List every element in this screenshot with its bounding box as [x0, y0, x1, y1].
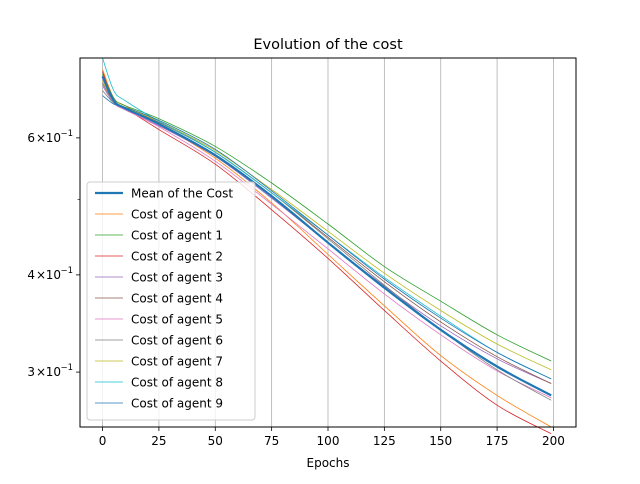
legend-label: Cost of agent 7	[131, 355, 223, 369]
y-tick-base: 10	[46, 365, 61, 379]
legend-label: Cost of agent 0	[131, 208, 223, 222]
y-tick-mantissa: 6	[27, 131, 35, 145]
x-tick-label: 100	[317, 434, 340, 448]
x-tick-label: 200	[542, 434, 565, 448]
legend: Mean of the Cost Cost of agent 0 Cost of a…	[86, 181, 256, 421]
x-axis-label: Epochs	[307, 456, 350, 470]
x-tick-label: 125	[373, 434, 396, 448]
legend-box	[86, 181, 256, 421]
y-tick-base: 10	[46, 131, 61, 145]
y-tick-times: ×	[36, 365, 46, 379]
legend-label: Cost of agent 1	[131, 229, 223, 243]
y-tick-times: ×	[36, 268, 46, 282]
x-tick-label: 0	[99, 434, 107, 448]
series-line-agent-8	[102, 57, 552, 380]
legend-label: Cost of agent 9	[131, 397, 223, 411]
x-tick-label: 75	[264, 434, 279, 448]
y-tick-label: −110×4	[27, 266, 73, 282]
axes-layer: 0 25 50 75 100 125 150 175 200−110×3−110×4−110×6	[27, 129, 565, 448]
legend-label: Mean of the Cost	[131, 187, 233, 201]
y-tick-exponent: −1	[60, 363, 73, 373]
legend-label: Cost of agent 3	[131, 271, 223, 285]
y-tick-base: 10	[46, 268, 61, 282]
chart-title: Evolution of the cost	[253, 37, 403, 53]
legend-label: Cost of agent 5	[131, 313, 223, 327]
y-tick-label: −110×3	[27, 363, 73, 379]
legend-label: Cost of agent 6	[131, 334, 223, 348]
legend-label: Cost of agent 4	[131, 292, 223, 306]
x-tick-label: 50	[208, 434, 223, 448]
legend-label: Cost of agent 2	[131, 250, 223, 264]
y-tick-mantissa: 4	[27, 268, 35, 282]
y-tick-exponent: −1	[60, 129, 73, 139]
series-line-agent-1	[102, 73, 552, 362]
y-tick-exponent: −1	[60, 266, 73, 276]
series-layer	[101, 57, 552, 435]
y-tick-mantissa: 3	[27, 365, 35, 379]
y-tick-label: −110×6	[27, 129, 73, 145]
series-line-mean	[101, 75, 552, 397]
x-tick-label: 25	[151, 434, 166, 448]
y-tick-times: ×	[36, 131, 46, 145]
x-tick-label: 175	[486, 434, 509, 448]
legend-label: Cost of agent 8	[131, 376, 223, 390]
x-tick-label: 150	[429, 434, 452, 448]
series-line-agent-5	[102, 78, 552, 399]
